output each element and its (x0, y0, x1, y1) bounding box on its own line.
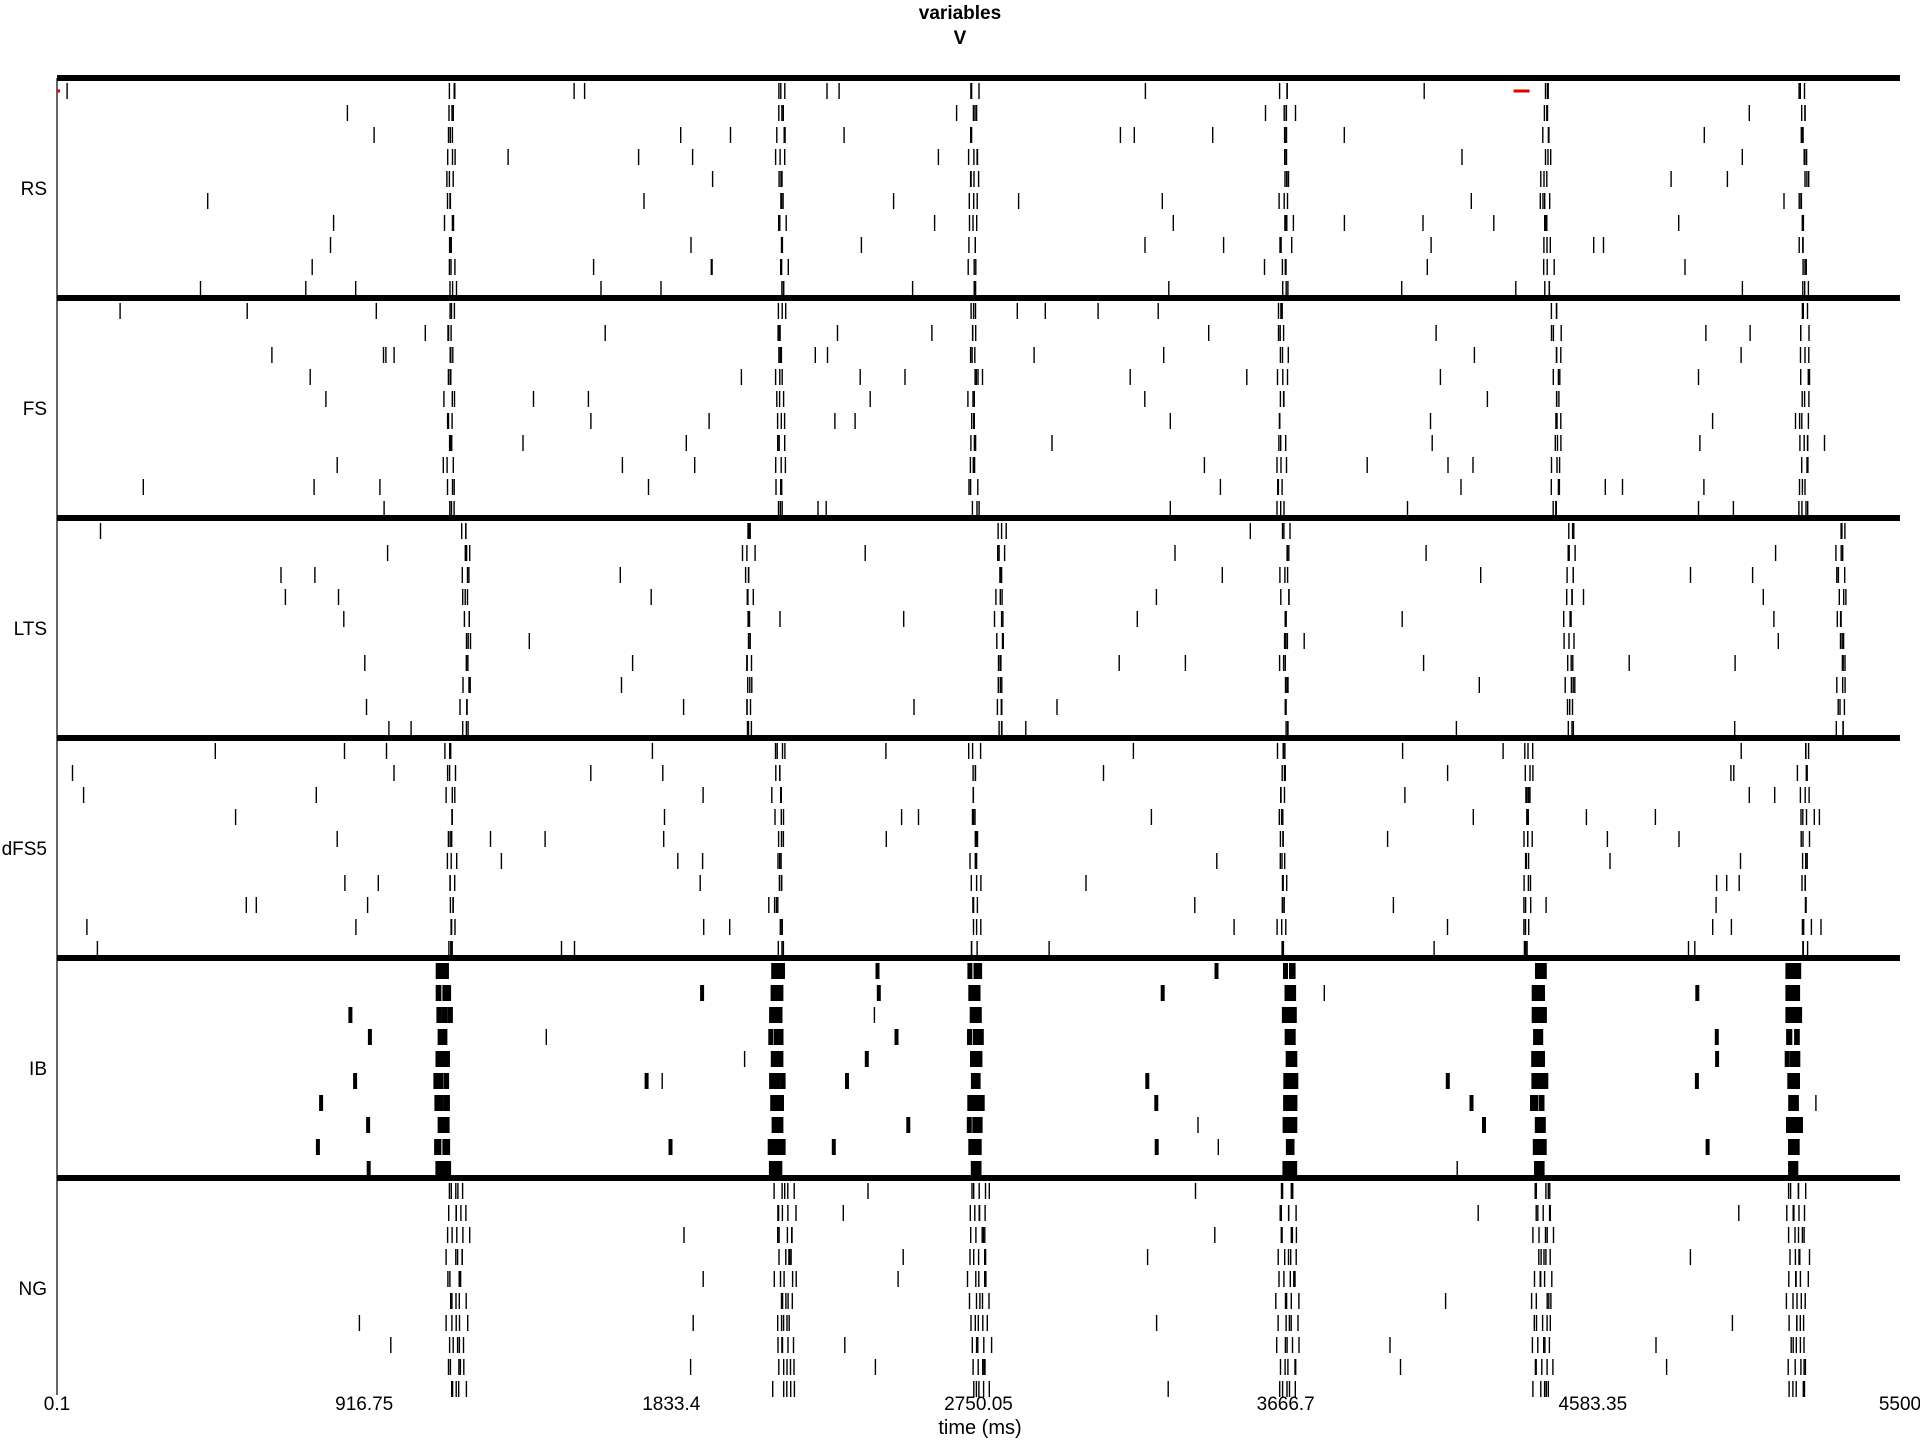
y-label-dFS5: dFS5 (2, 839, 47, 860)
population-FS (119, 303, 1826, 517)
x-tick-label: 2750.05 (944, 1394, 1013, 1415)
population-RS (66, 83, 1810, 297)
x-tick-label: 5500 (1879, 1394, 1920, 1415)
y-axis-labels: RS FS LTS dFS5 IB NG (2, 179, 47, 1300)
chart-subtitle: V (953, 28, 967, 49)
population-dFS5 (71, 743, 1822, 957)
population-LTS (99, 523, 1847, 737)
y-label-NG: NG (19, 1279, 48, 1300)
x-tick-label: 4583.35 (1558, 1394, 1627, 1415)
x-axis-label: time (ms) (938, 1417, 1021, 1439)
axes (56, 78, 1530, 1395)
population-IB (315, 963, 1817, 1177)
x-axis-ticks: 0.1 916.75 1833.4 2750.05 3666.7 4583.35 5500 (44, 1394, 1920, 1415)
chart-title: variables (918, 3, 1002, 24)
y-label-LTS: LTS (14, 619, 47, 640)
y-label-RS: RS (21, 179, 47, 200)
x-tick-label: 3666.7 (1257, 1394, 1315, 1415)
population-separators (57, 75, 1900, 1181)
population-NG (358, 1183, 1811, 1397)
spike-layer (66, 83, 1847, 1397)
y-label-IB: IB (29, 1059, 47, 1080)
x-tick-label: 916.75 (335, 1394, 393, 1415)
y-label-FS: FS (23, 399, 47, 420)
x-tick-label: 0.1 (44, 1394, 70, 1415)
x-tick-label: 1833.4 (642, 1394, 701, 1415)
